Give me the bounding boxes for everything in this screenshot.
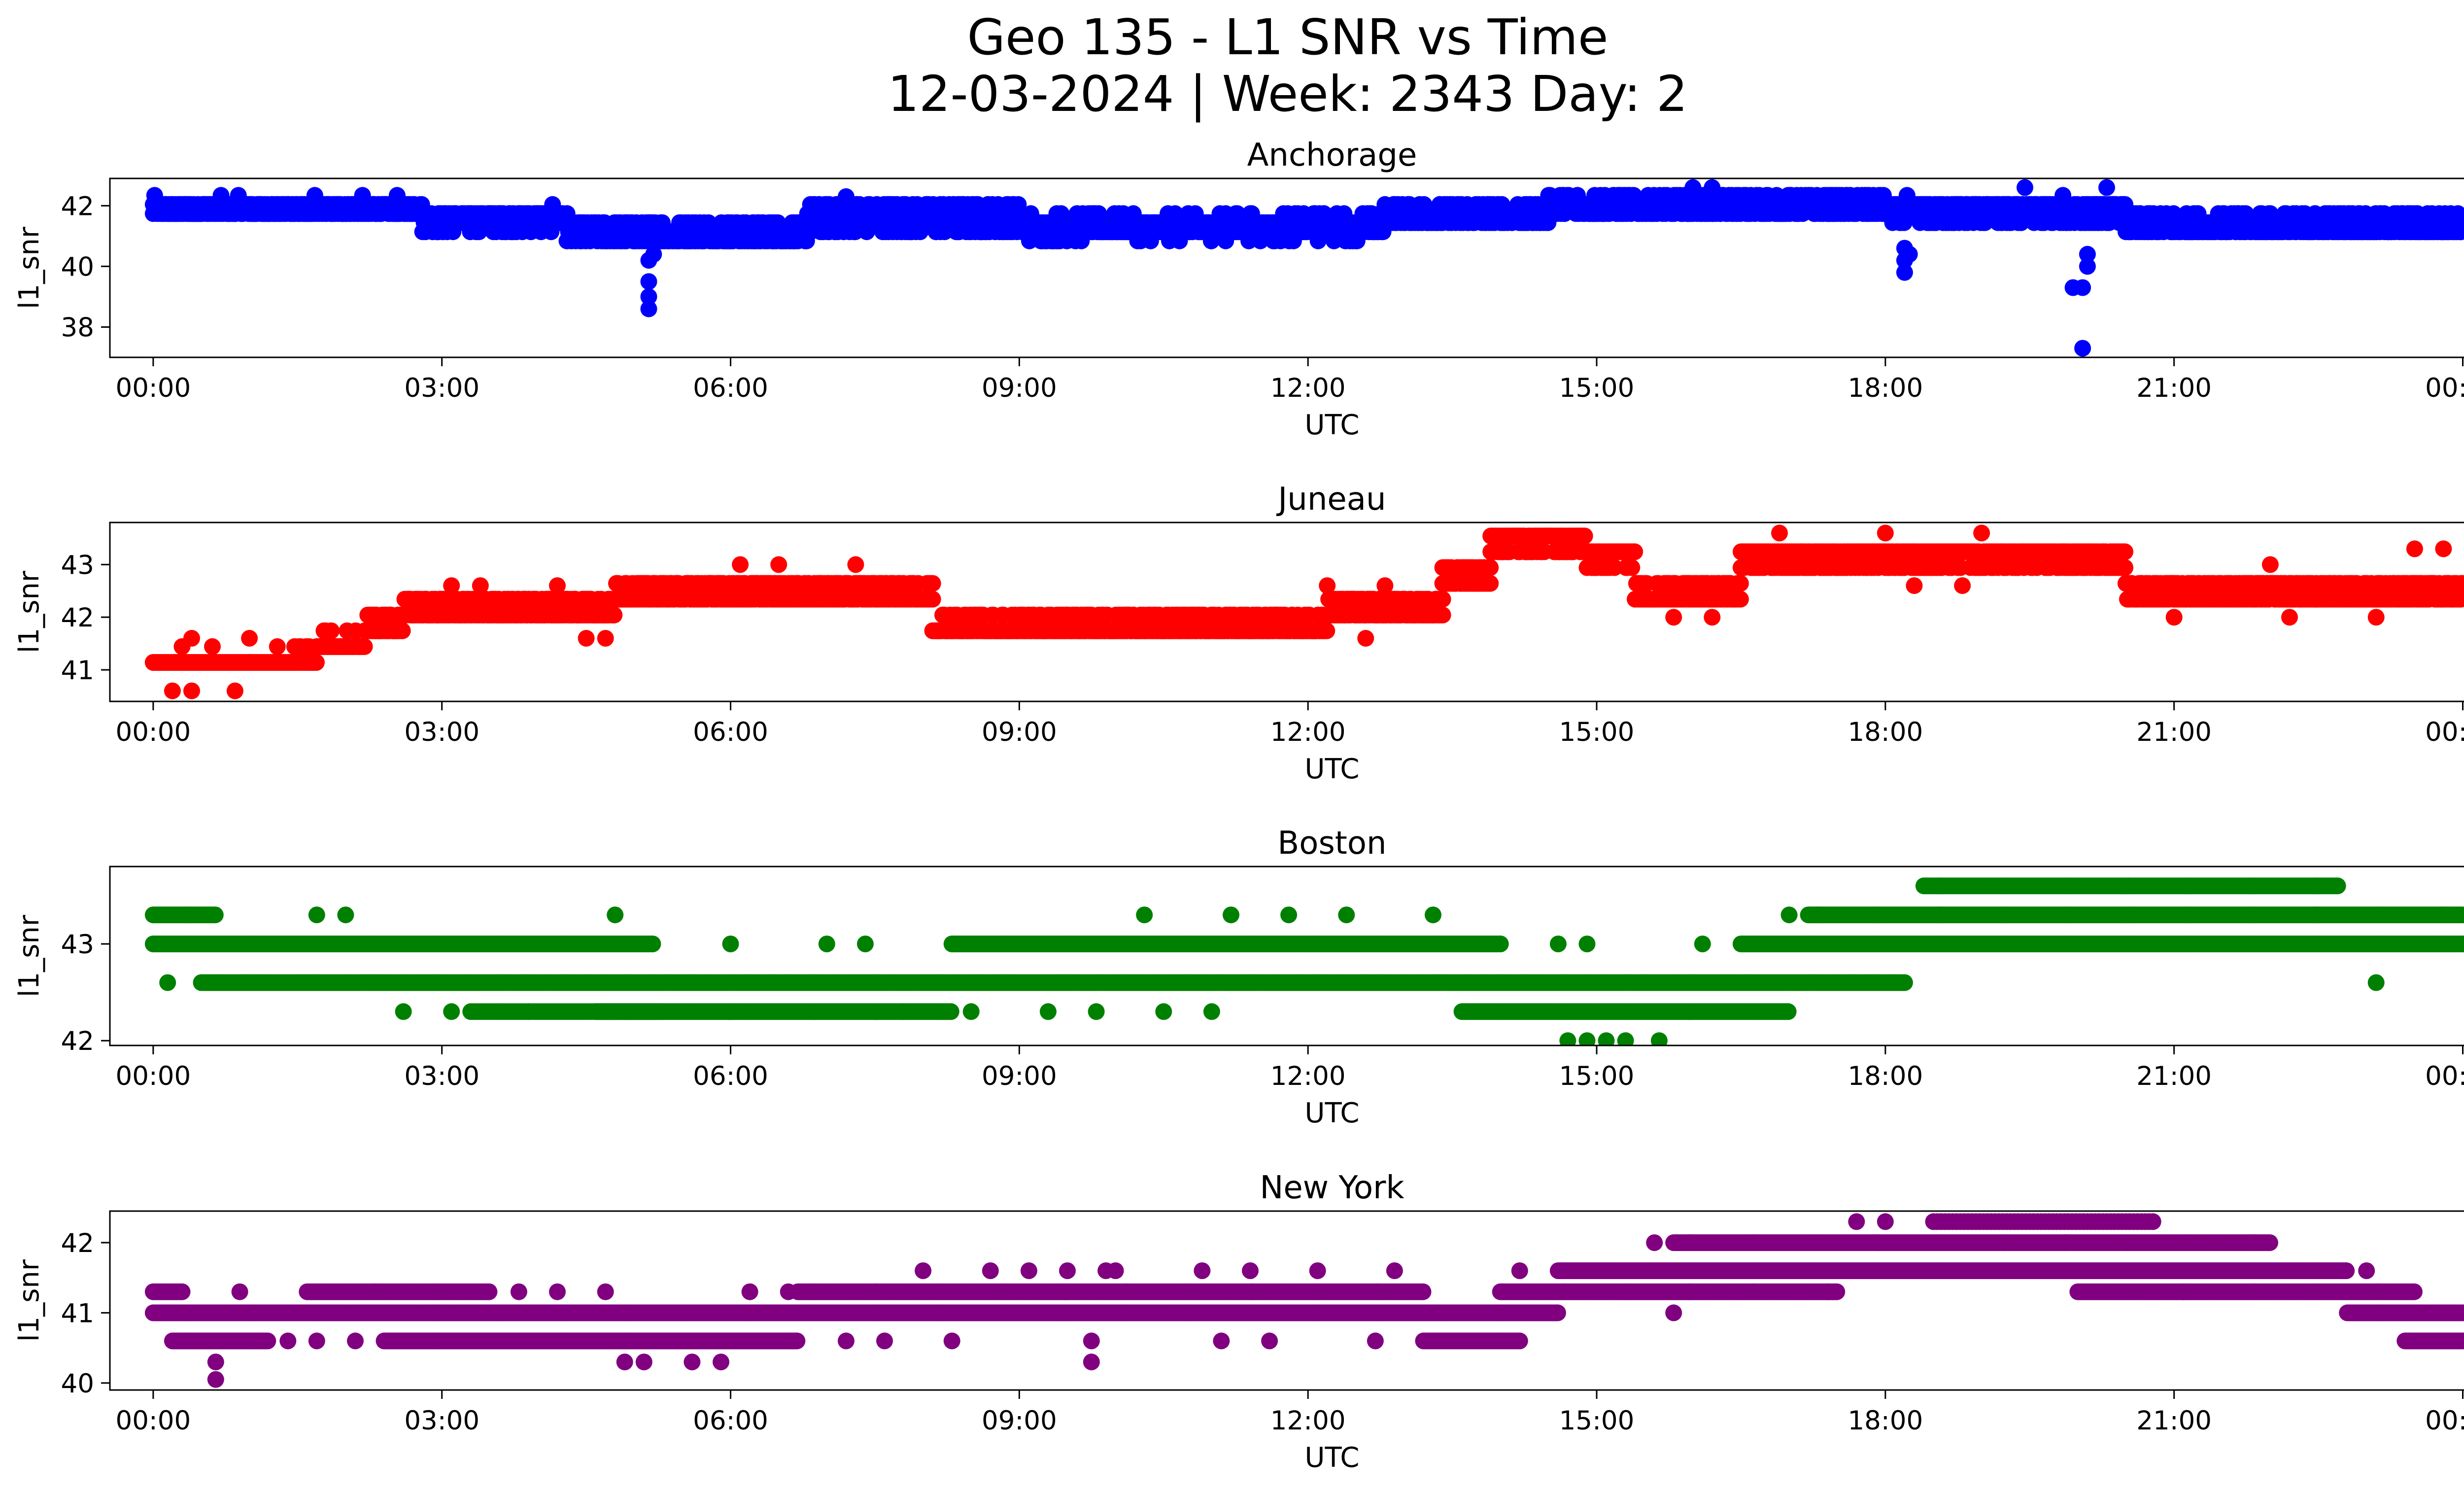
data-point xyxy=(924,591,941,608)
data-point xyxy=(1901,245,1918,263)
data-point xyxy=(645,245,662,263)
y-tick-label: 40 xyxy=(61,252,94,282)
x-tick-label: 00:00 xyxy=(2425,373,2464,403)
data-point xyxy=(2017,179,2033,196)
data-point xyxy=(2079,245,2096,263)
data-point xyxy=(394,622,411,639)
data-point xyxy=(1896,264,1913,281)
x-axis-label: UTC xyxy=(1304,409,1359,441)
data-point xyxy=(606,606,623,624)
subplot-title-juneau: Juneau xyxy=(1276,481,1386,518)
data-point xyxy=(924,575,941,592)
subplot-panels: Anchorage 00:00 03:00 06:00 09:00 12:00 15:00 1… xyxy=(13,137,2464,1474)
data-point xyxy=(1704,179,1721,196)
figure-title-line-2: 12-03-2024 | Week: 2343 Day: 2 xyxy=(888,65,1687,123)
subplot-title-anchorage: Anchorage xyxy=(1247,137,1417,174)
data-point xyxy=(837,188,855,205)
data-point xyxy=(356,638,373,655)
x-tick-label: 09:00 xyxy=(982,373,1057,403)
y-tick-label: 42 xyxy=(61,191,94,221)
x-tick-label: 21:00 xyxy=(2136,373,2212,403)
y-tick-label: 38 xyxy=(61,313,94,343)
subplot-anchorage: Anchorage 00:00 03:00 06:00 09:00 12:00 15:00 1… xyxy=(13,137,2464,441)
x-tick-label: 00:00 xyxy=(115,373,191,403)
series-juneau xyxy=(144,524,2464,699)
plot-frame xyxy=(109,177,2464,358)
series-anchorage xyxy=(144,179,2464,357)
data-point xyxy=(2454,214,2464,231)
data-point xyxy=(640,288,657,305)
data-point xyxy=(308,654,325,671)
data-point xyxy=(1318,622,1335,639)
data-point xyxy=(1684,179,1702,196)
y-axis-label: l1_snr xyxy=(13,226,45,309)
data-point xyxy=(2074,340,2091,357)
figure-title-line-1: Geo 135 - L1 SNR vs Time xyxy=(967,8,1608,66)
data-point xyxy=(204,638,221,655)
data-point xyxy=(2098,179,2115,196)
data-point xyxy=(640,273,657,290)
x-tick-label: 03:00 xyxy=(404,373,479,403)
data-point xyxy=(2074,279,2091,296)
data-point xyxy=(323,622,340,639)
x-tick-label: 06:00 xyxy=(693,373,768,403)
data-point xyxy=(640,300,657,317)
data-point xyxy=(269,638,286,655)
x-tick-label: 12:00 xyxy=(1270,373,1346,403)
x-tick-label: 15:00 xyxy=(1559,373,1635,403)
data-point xyxy=(2079,258,2096,275)
x-tick-label: 18:00 xyxy=(1848,373,1923,403)
